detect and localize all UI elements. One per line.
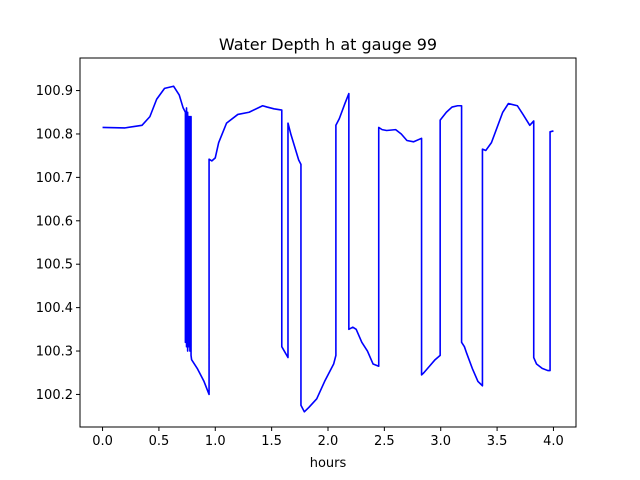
y-tick-label: 100.9 xyxy=(36,84,73,99)
x-tick-label: 1.0 xyxy=(205,434,226,449)
y-axis: 100.2 100.3 100.4 100.5 100.6 100.7 100.8 100.9 xyxy=(36,84,80,403)
x-axis: 0.0 0.5 1.0 1.5 2.0 2.5 3.0 3.5 4.0 xyxy=(92,427,564,449)
y-tick-label: 100.7 xyxy=(36,171,73,186)
x-tick-label: 2.5 xyxy=(374,434,395,449)
x-tick-label: 3.5 xyxy=(487,434,508,449)
y-tick-label: 100.4 xyxy=(36,301,73,316)
chart-title: Water Depth h at gauge 99 xyxy=(219,35,437,54)
x-tick-label: 0.5 xyxy=(149,434,170,449)
series-line-0 xyxy=(102,85,554,413)
x-tick-label: 4.0 xyxy=(543,434,564,449)
x-tick-label: 0.0 xyxy=(92,434,113,449)
y-tick-label: 100.3 xyxy=(36,345,73,360)
y-tick-label: 100.8 xyxy=(36,127,73,142)
y-tick-label: 100.2 xyxy=(36,388,73,403)
x-tick-label: 3.0 xyxy=(430,434,451,449)
y-tick-label: 100.6 xyxy=(36,214,73,229)
y-tick-label: 100.5 xyxy=(36,258,73,273)
x-tick-label: 2.0 xyxy=(318,434,339,449)
x-axis-title: hours xyxy=(310,456,347,471)
x-tick-label: 1.5 xyxy=(261,434,282,449)
plot-area xyxy=(102,85,554,413)
